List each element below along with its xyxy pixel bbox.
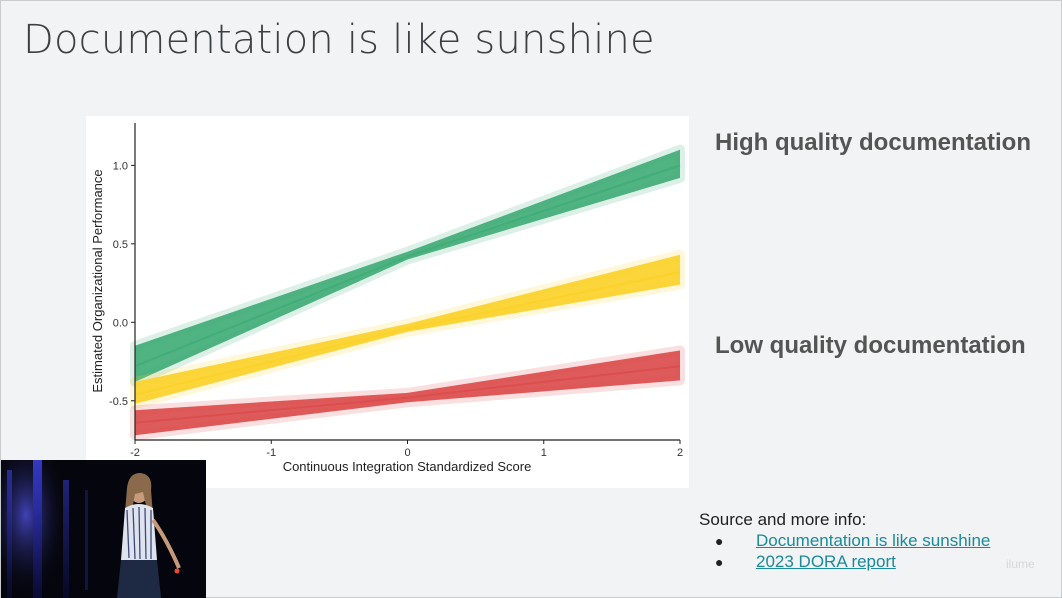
bullet-icon: ● <box>715 532 724 549</box>
x-tick-label: -1 <box>266 447 276 459</box>
series-band-green <box>135 149 680 382</box>
series-line-red <box>134 365 681 424</box>
y-tick-label: -0.5 <box>109 396 128 408</box>
slide-title: Documentation is like sunshine <box>23 17 655 63</box>
chart-axes: -2 -1 0 1 2 -0.5 0.0 0.5 1.0 <box>109 160 683 459</box>
chart-bands <box>130 144 685 441</box>
watermark: ilume <box>1006 557 1035 571</box>
y-axis-label: Estimated Organizational Performance <box>90 169 105 392</box>
documentation-link[interactable]: Documentation is like sunshine <box>756 530 991 550</box>
y-tick-label: 0.5 <box>113 239 128 251</box>
y-tick-label: 1.0 <box>113 160 128 172</box>
dora-report-link[interactable]: 2023 DORA report <box>756 551 896 571</box>
series-line-green <box>134 164 681 368</box>
low-quality-label: Low quality documentation <box>715 332 1026 359</box>
x-tick-label: 0 <box>404 447 410 459</box>
chart-svg: -2 -1 0 1 2 -0.5 0.0 0.5 1.0 Continuous Integrat… <box>90 123 685 474</box>
chart-panel: -2 -1 0 1 2 -0.5 0.0 0.5 1.0 Continuous Integrat… <box>86 116 689 488</box>
source-text: Source and more info: <box>699 510 867 529</box>
series-band-red <box>135 350 680 436</box>
x-tick-label: -2 <box>130 447 140 459</box>
link-row-documentation: ● Documentation is like sunshine <box>715 530 990 551</box>
y-tick-label: 0.0 <box>113 317 128 329</box>
bullet-icon: ● <box>715 553 724 570</box>
series-line-yellow <box>134 271 681 396</box>
link-row-dora: ● 2023 DORA report <box>715 551 990 572</box>
speaker-image <box>1 460 206 598</box>
source-links: ● Documentation is like sunshine ● 2023 … <box>715 530 990 572</box>
x-axis-label: Continuous Integration Standardized Scor… <box>283 459 532 474</box>
x-tick-label: 2 <box>677 447 683 459</box>
speaker-video <box>1 460 206 598</box>
high-quality-label: High quality documentation <box>715 129 1031 156</box>
x-tick-label: 1 <box>541 447 547 459</box>
